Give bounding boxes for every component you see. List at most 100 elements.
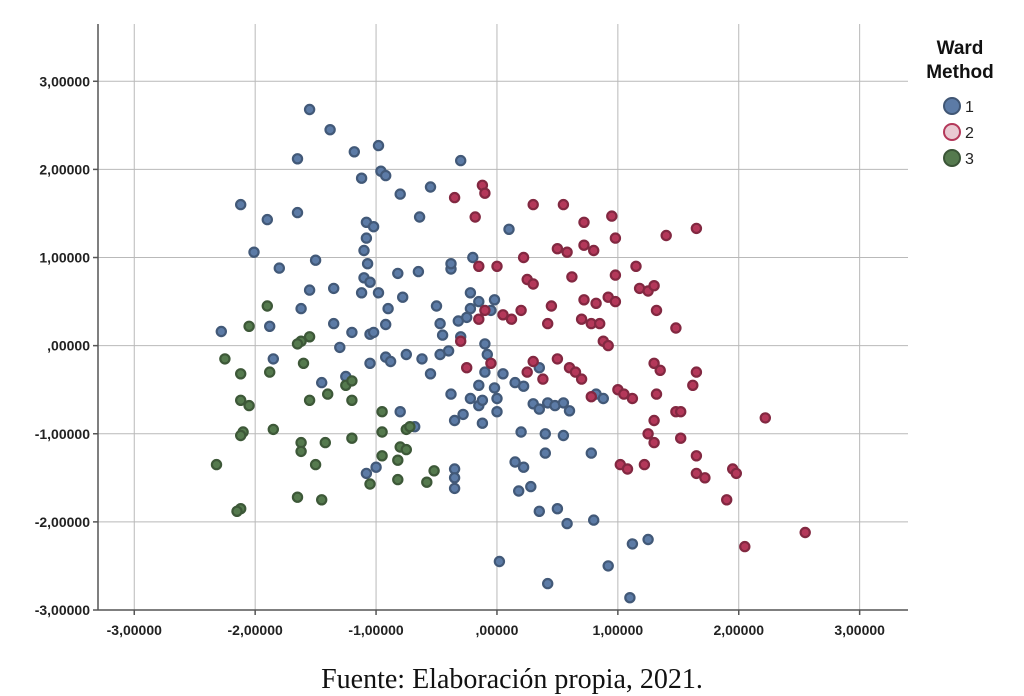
- axes: [93, 24, 908, 615]
- series-2-point: [690, 222, 703, 235]
- x-tick-label: -2,00000: [228, 622, 283, 638]
- x-tick-label: ,00000: [476, 622, 519, 638]
- y-tick-label: 2,00000: [39, 161, 90, 177]
- series-3-point: [346, 432, 358, 444]
- series-1-point: [303, 103, 316, 116]
- series-2-point: [566, 271, 578, 283]
- series-2-point: [448, 191, 461, 204]
- series-2-point: [588, 244, 600, 257]
- series-3-point: [392, 454, 404, 466]
- series-3-point: [295, 445, 307, 458]
- series-2-point: [479, 304, 491, 317]
- legend-entries: 1 2 3: [943, 97, 974, 168]
- series-1-point: [588, 514, 600, 526]
- series-2-point: [491, 260, 503, 272]
- series-1-point: [434, 317, 446, 330]
- series-2-point: [542, 317, 554, 330]
- series-1-point: [539, 428, 552, 440]
- series-2-point: [626, 392, 639, 405]
- y-tick-label: -1,00000: [35, 426, 90, 442]
- series-3-point: [243, 399, 255, 412]
- series-1-point: [493, 555, 506, 568]
- series-3-point: [297, 357, 310, 369]
- series-1-point: [473, 295, 485, 308]
- series-1-point: [355, 172, 368, 184]
- series-1-point: [273, 262, 285, 274]
- series-1-point: [413, 211, 426, 223]
- series-1-point: [642, 533, 654, 546]
- series-2-point: [497, 309, 509, 321]
- series-1-point: [533, 505, 546, 517]
- series-2-point: [721, 494, 733, 506]
- series-1-point: [476, 417, 489, 429]
- y-tick-label: 1,00000: [39, 250, 90, 266]
- series-1-point: [467, 251, 479, 264]
- series-1-point: [597, 392, 610, 405]
- series-1-point: [384, 355, 397, 368]
- series-3-point: [309, 458, 322, 471]
- legend-label-3: 3: [965, 151, 974, 168]
- series-1-point: [525, 480, 537, 493]
- series-1-point: [380, 318, 392, 331]
- series-1-point: [436, 329, 449, 341]
- series-2-point: [690, 450, 703, 462]
- series-1-point: [626, 538, 639, 550]
- series-1-point: [455, 154, 467, 167]
- series-1-point: [370, 461, 382, 473]
- series-3-point: [234, 368, 247, 380]
- series-2-point: [517, 251, 530, 264]
- series-2-point: [594, 317, 606, 330]
- series-2-point: [675, 432, 687, 444]
- series-2-point: [578, 239, 590, 251]
- legend-marker-2: [943, 123, 961, 141]
- series-1-point: [364, 357, 376, 369]
- series-1-point: [461, 311, 473, 324]
- series-1-point: [360, 467, 373, 480]
- series-3-point: [231, 505, 243, 517]
- series-1-point: [348, 146, 360, 158]
- series-2-point: [670, 322, 682, 334]
- series-2-point: [575, 373, 588, 385]
- series-2-point: [606, 210, 618, 222]
- series-1-point: [448, 414, 461, 427]
- series-1-point: [533, 403, 546, 415]
- series-3-point: [376, 406, 388, 418]
- series-3-point: [316, 494, 328, 506]
- series-1-point: [513, 485, 525, 497]
- series-1-point: [561, 517, 573, 530]
- series-1-point: [248, 246, 260, 258]
- series-1-point: [602, 560, 614, 572]
- series-1-point: [457, 408, 469, 421]
- series-3-point: [303, 331, 316, 343]
- series-1-point: [424, 181, 437, 193]
- legend-title-line-1: Ward: [937, 38, 984, 59]
- legend-label-2: 2: [965, 125, 974, 142]
- series-1-points: [215, 103, 654, 604]
- x-tick-label: 3,00000: [834, 622, 885, 638]
- series-1-point: [585, 447, 598, 459]
- series-2-point: [545, 300, 558, 312]
- series-1-point: [355, 287, 368, 299]
- y-tick-label: 3,00000: [39, 73, 90, 89]
- series-2-point: [602, 339, 614, 352]
- series-2-point: [473, 260, 485, 272]
- series-1-point: [261, 213, 273, 226]
- series-2-point: [638, 458, 651, 471]
- series-3-point: [346, 375, 358, 387]
- series-1-point: [295, 302, 307, 315]
- series-2-point: [485, 357, 497, 369]
- series-3-point: [346, 394, 358, 406]
- series-1-point: [430, 300, 443, 312]
- series-1-point: [517, 461, 530, 473]
- series-3-point: [267, 423, 279, 436]
- series-2-point: [515, 304, 527, 317]
- series-3-point: [400, 443, 412, 456]
- series-1-point: [303, 284, 316, 296]
- series-1-point: [394, 188, 406, 200]
- series-1-point: [509, 456, 521, 468]
- series-1-point: [503, 223, 515, 235]
- series-2-point: [585, 391, 598, 403]
- series-1-point: [491, 406, 503, 418]
- series-2-point: [650, 388, 663, 400]
- series-2-point: [648, 357, 660, 369]
